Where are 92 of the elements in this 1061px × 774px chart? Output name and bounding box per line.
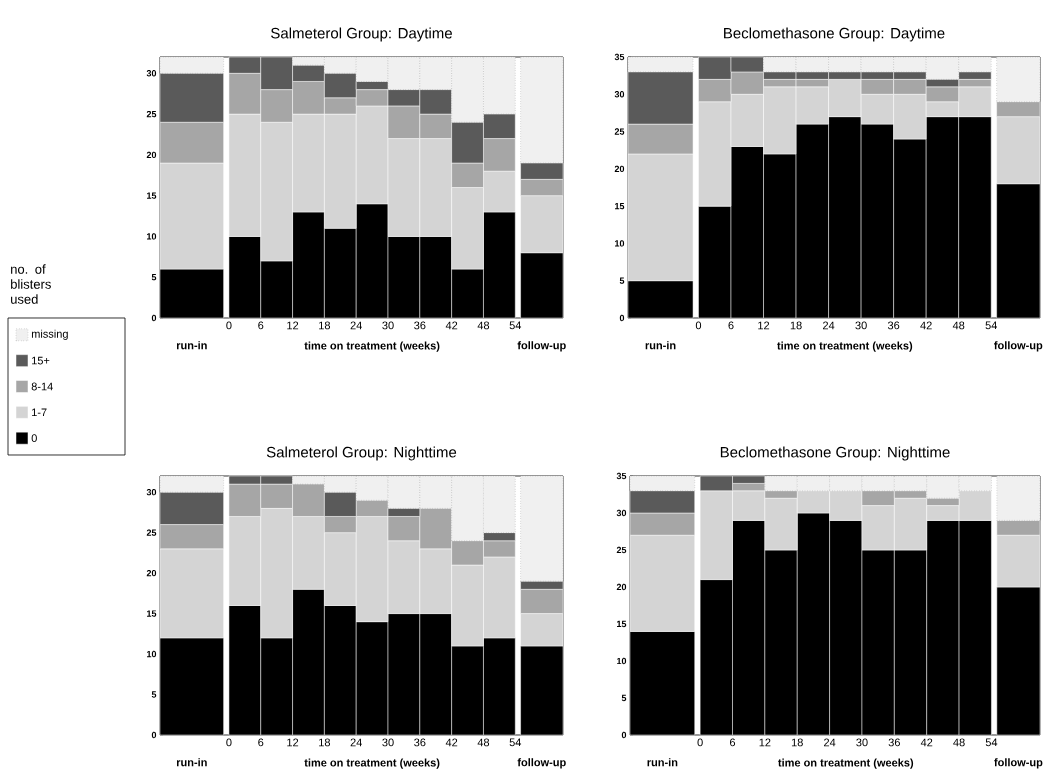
x-tick-label: 24 — [824, 738, 836, 747]
y-tick-label: 15 — [147, 610, 157, 617]
x-tick-label: 24 — [350, 321, 362, 330]
legend-label: 8-14 — [31, 382, 53, 391]
x-tick-label: 54 — [509, 321, 522, 330]
y-tick-label: 25 — [146, 529, 157, 536]
x-axis-title: time on treatment (weeks) — [778, 758, 914, 769]
y-tick-label: 25 — [614, 128, 625, 135]
x-tick-label: 42 — [445, 321, 458, 330]
text: run-in — [176, 341, 207, 350]
x-tick-label: 24 — [823, 321, 835, 330]
y-tick-label: 15 — [147, 192, 157, 199]
y-tick-label: 10 — [617, 657, 627, 665]
legend-label: 1-7 — [32, 408, 47, 417]
x-tick-label: 18 — [319, 738, 331, 747]
x-tick-label: 12 — [759, 738, 771, 747]
text: follow-up — [994, 758, 1043, 769]
legend-label: 0 — [31, 434, 37, 443]
y-tick-label: 15 — [617, 620, 627, 628]
x-tick-label: 12 — [287, 738, 299, 747]
legend-label: missing — [31, 329, 68, 340]
x-tick-label: 0 — [697, 738, 703, 747]
y-tick-label: 5 — [151, 691, 157, 698]
x-tick-label: 48 — [477, 321, 490, 330]
y-tick-label: 30 — [146, 70, 157, 77]
y-tick-label: 5 — [619, 277, 625, 284]
chart-title: Beclomethasone Group: Daytime — [724, 27, 945, 42]
x-axis-title: time on treatment (weeks) — [777, 341, 913, 352]
x-tick-label: 30 — [382, 738, 394, 747]
y-tick-label: 5 — [151, 274, 157, 281]
x-tick-label: 36 — [414, 321, 426, 330]
y-tick-label: 20 — [614, 165, 625, 173]
chart-title: Beclomethasone Group: Nighttime — [720, 446, 950, 461]
x-tick-label: 48 — [952, 321, 965, 330]
x-tick-label: 12 — [287, 321, 299, 330]
y-tick-label: 0 — [151, 314, 157, 322]
x-tick-label: 42 — [920, 738, 933, 747]
y-tick-label: 25 — [616, 546, 627, 554]
y-tick-label: 20 — [616, 583, 627, 591]
x-tick-label: 6 — [258, 321, 264, 330]
x-tick-label: 54 — [985, 321, 997, 330]
y-tick-label: 25 — [146, 110, 157, 118]
x-tick-label: 12 — [758, 321, 770, 330]
x-tick-label: 0 — [226, 738, 232, 747]
x-tick-label: 6 — [730, 738, 736, 747]
x-tick-label: 30 — [855, 321, 867, 330]
x-tick-label: 18 — [790, 321, 802, 330]
x-tick-label: 48 — [477, 738, 490, 747]
legend-label: 15+ — [32, 356, 50, 365]
y-tick-label: 10 — [615, 240, 625, 247]
y-tick-label: 30 — [614, 91, 625, 98]
y-tick-label: 15 — [615, 202, 625, 210]
x-tick-label: 30 — [856, 738, 868, 747]
x-tick-label: 36 — [414, 738, 426, 747]
y-tick-label: 35 — [616, 472, 627, 480]
legend-title: no. of blisters used — [11, 264, 51, 304]
x-tick-label: 0 — [226, 321, 232, 330]
y-tick-label: 0 — [619, 314, 625, 322]
y-tick-label: 20 — [146, 151, 157, 159]
y-tick-label: 10 — [147, 650, 157, 658]
x-tick-label: 6 — [728, 321, 734, 330]
y-tick-label: 30 — [146, 488, 157, 496]
text: follow-up — [994, 341, 1043, 352]
text: follow-up — [517, 341, 566, 352]
x-tick-label: 18 — [319, 321, 331, 330]
x-tick-label: 36 — [887, 321, 900, 330]
text: follow-up — [517, 758, 566, 769]
chart-title: Salmeterol Group: Nighttime — [266, 446, 457, 461]
x-tick-label: 6 — [258, 738, 264, 747]
y-tick-label: 0 — [151, 731, 157, 739]
x-tick-label: 54 — [509, 738, 522, 747]
y-tick-label: 35 — [614, 53, 625, 61]
x-tick-label: 24 — [350, 738, 362, 747]
x-tick-label: 48 — [953, 738, 965, 747]
text: run-in — [176, 758, 207, 767]
text: run-in — [645, 341, 676, 350]
chart-title: Salmeterol Group: Daytime — [271, 27, 452, 42]
y-tick-label: 20 — [146, 569, 157, 577]
x-axis-title: time on treatment (weeks) — [304, 341, 440, 352]
x-tick-label: 42 — [920, 321, 932, 330]
y-tick-label: 0 — [621, 731, 627, 739]
x-axis-title: time on treatment (weeks) — [304, 758, 440, 769]
text: run-in — [647, 758, 678, 767]
x-tick-label: 18 — [791, 738, 803, 747]
y-tick-label: 30 — [616, 509, 627, 517]
x-tick-label: 36 — [888, 738, 900, 747]
y-tick-label: 10 — [147, 233, 157, 240]
x-tick-label: 54 — [985, 738, 998, 747]
x-tick-label: 42 — [445, 738, 458, 747]
x-tick-label: 0 — [695, 321, 702, 330]
x-tick-label: 30 — [382, 321, 394, 330]
y-tick-label: 5 — [621, 694, 627, 702]
